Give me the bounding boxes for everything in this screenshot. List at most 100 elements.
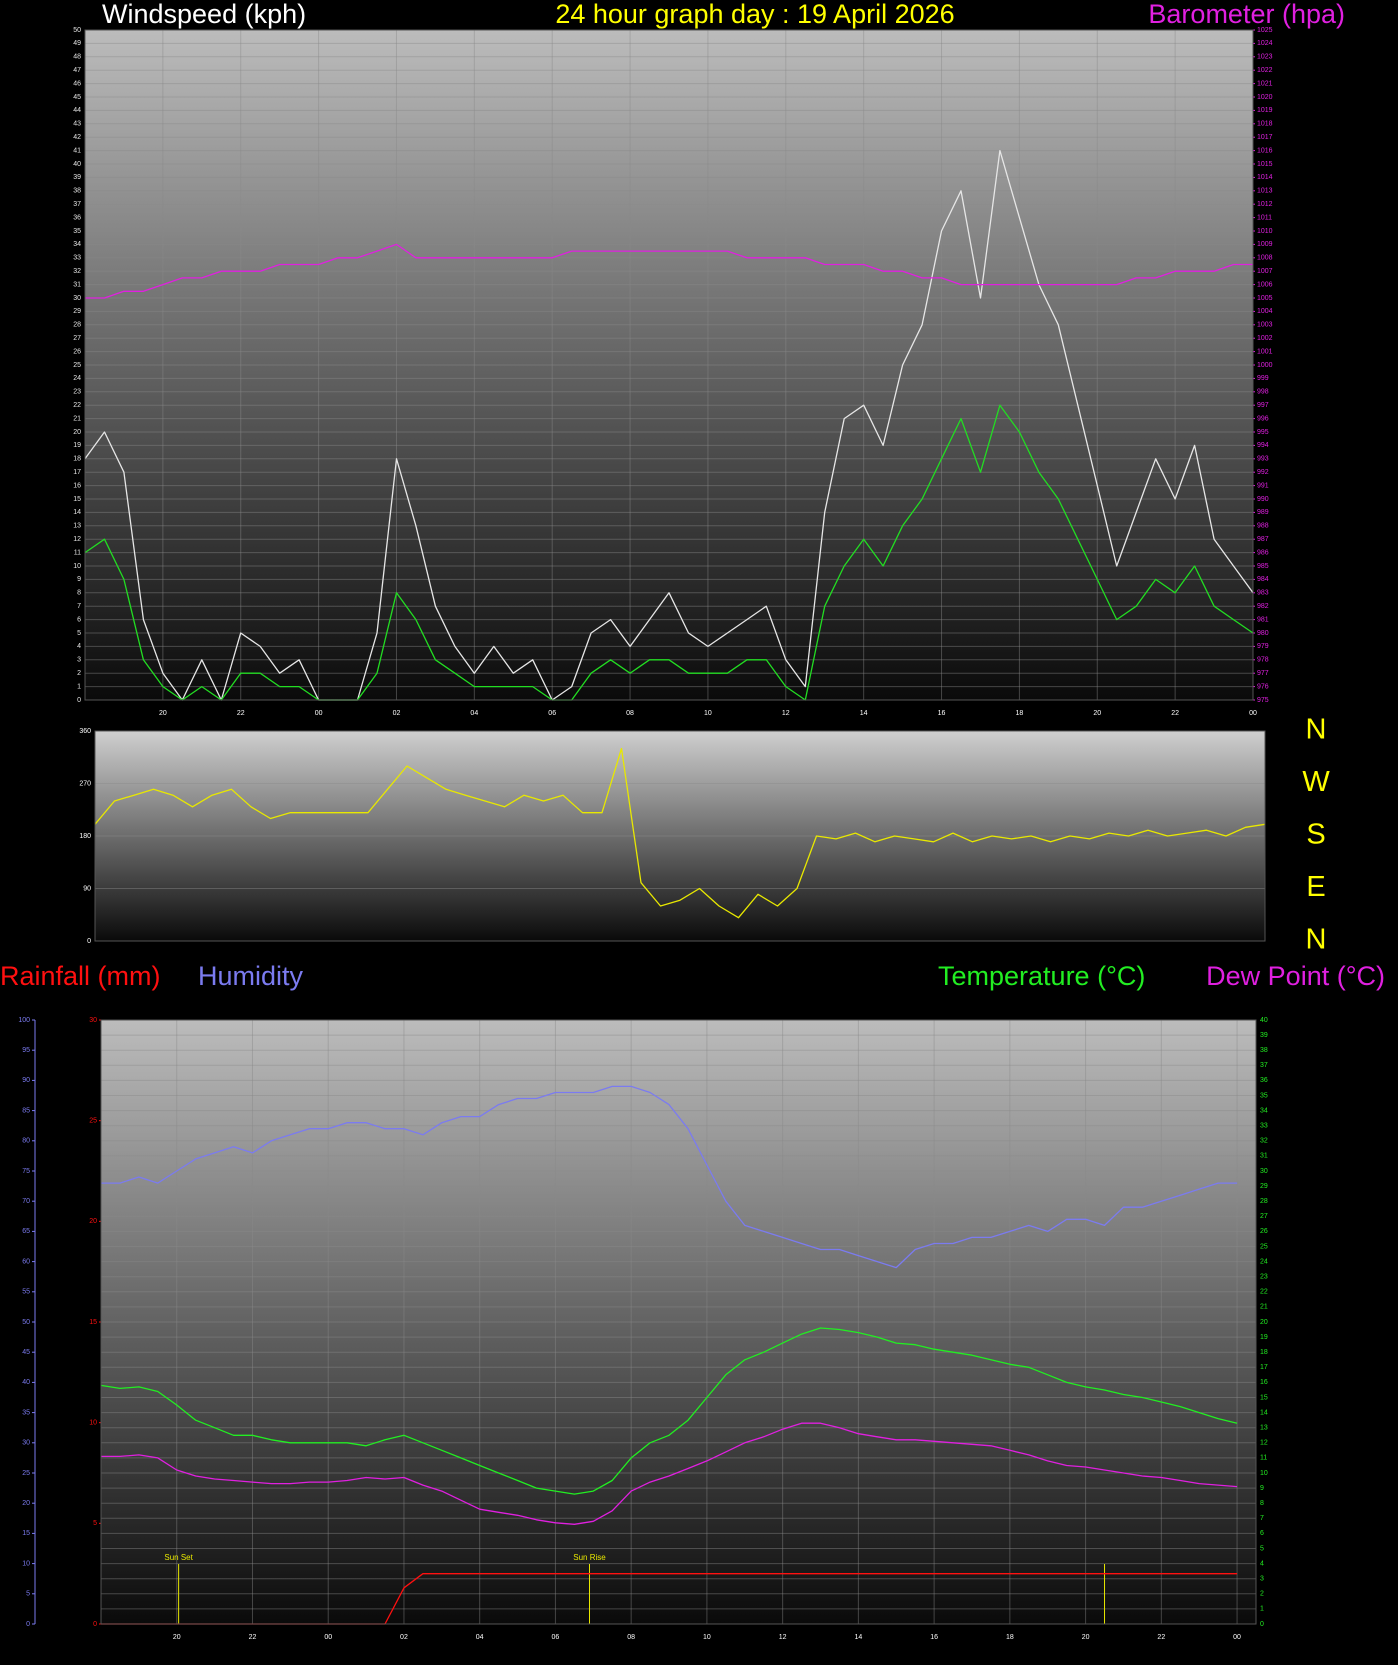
- y2-tick-label: 0: [1260, 1621, 1264, 1628]
- y-tick-label: 24: [73, 375, 81, 382]
- y2-tick-label: 1011: [1257, 214, 1272, 221]
- y2-tick-label: 981: [1257, 616, 1269, 623]
- x-tick-label: 20: [1082, 1634, 1090, 1641]
- y-tick-label: 40: [22, 1379, 30, 1386]
- y2-tick-label: 8: [1260, 1500, 1264, 1507]
- y-tick-label: 18: [73, 456, 81, 463]
- y3-tick-label: 20: [89, 1218, 97, 1225]
- y2-tick-label: 3: [1260, 1576, 1264, 1583]
- y2-tick-label: 1005: [1257, 295, 1273, 302]
- y-tick-label: 20: [73, 429, 81, 436]
- y2-tick-label: 988: [1257, 523, 1269, 530]
- x-tick-label: 02: [400, 1634, 408, 1641]
- y-tick-label: 9: [77, 576, 81, 583]
- y2-tick-label: 987: [1257, 536, 1269, 543]
- x-tick-label: 04: [470, 710, 478, 717]
- x-tick-label: 12: [782, 710, 790, 717]
- y2-tick-label: 28: [1260, 1198, 1268, 1205]
- y2-tick-label: 1022: [1257, 67, 1273, 74]
- y2-tick-label: 1018: [1257, 121, 1273, 128]
- y-tick-label: 6: [77, 616, 81, 623]
- x-tick-label: 08: [626, 710, 634, 717]
- y-tick-label: 29: [73, 308, 81, 315]
- x-tick-label: 20: [1093, 710, 1101, 717]
- y-tick-label: 27: [73, 335, 81, 342]
- y2-tick-label: 13: [1260, 1425, 1268, 1432]
- direction-label: W: [1302, 766, 1330, 798]
- y-tick-label: 75: [22, 1168, 30, 1175]
- series-label: Temperature (°C): [938, 961, 1145, 991]
- y-tick-label: 55: [22, 1289, 30, 1296]
- y-tick-label: 15: [73, 496, 81, 503]
- y2-tick-label: 32: [1260, 1138, 1268, 1145]
- direction-label: N: [1306, 714, 1327, 746]
- y3-tick-label: 0: [93, 1621, 97, 1628]
- y-tick-label: 17: [73, 469, 81, 476]
- y2-tick-label: 11: [1260, 1455, 1267, 1462]
- y2-tick-label: 978: [1257, 657, 1269, 664]
- y-tick-label: 45: [73, 94, 81, 101]
- y2-tick-label: 37: [1260, 1062, 1268, 1069]
- y-tick-label: 15: [22, 1530, 30, 1537]
- y-tick-label: 25: [73, 362, 81, 369]
- y-tick-label: 360: [79, 728, 91, 735]
- plot-border: [100, 1019, 1257, 1625]
- x-tick-label: 02: [393, 710, 401, 717]
- y2-tick-label: 1004: [1257, 308, 1273, 315]
- direction-label: N: [1306, 924, 1327, 956]
- annotation: Sun Rise: [573, 1553, 606, 1562]
- x-tick-label: 06: [548, 710, 556, 717]
- y2-tick-label: 982: [1257, 603, 1269, 610]
- x-tick-label: 12: [779, 1634, 787, 1641]
- y-tick-label: 4: [77, 643, 81, 650]
- y2-tick-label: 2: [1260, 1591, 1264, 1598]
- x-tick-label: 04: [476, 1634, 484, 1641]
- y2-tick-label: 989: [1257, 509, 1269, 516]
- y-tick-label: 36: [73, 214, 81, 221]
- y2-tick-label: 31: [1260, 1153, 1268, 1160]
- y-tick-label: 10: [22, 1560, 30, 1567]
- y2-tick-label: 977: [1257, 670, 1269, 677]
- y2-tick-label: 999: [1257, 375, 1269, 382]
- series-line: [101, 1422, 1238, 1525]
- y2-tick-label: 33: [1260, 1123, 1268, 1130]
- direction-label: E: [1306, 871, 1325, 903]
- y2-tick-label: 15: [1260, 1394, 1268, 1401]
- y2-tick-label: 1019: [1257, 107, 1273, 114]
- y-tick-label: 45: [22, 1349, 30, 1356]
- series-label: Dew Point (°C): [1206, 961, 1385, 991]
- x-tick-label: 08: [627, 1634, 635, 1641]
- annotation: Sun Set: [164, 1553, 193, 1562]
- y2-tick-label: 12: [1260, 1440, 1268, 1447]
- plot-border: [84, 29, 1254, 701]
- x-tick-label: 14: [860, 710, 868, 717]
- y2-tick-label: 10: [1260, 1470, 1268, 1477]
- x-tick-label: 00: [1233, 1634, 1241, 1641]
- y-tick-label: 10: [73, 563, 81, 570]
- y2-tick-label: 992: [1257, 469, 1269, 476]
- y2-tick-label: 1024: [1257, 40, 1273, 47]
- y-tick-label: 39: [73, 174, 81, 181]
- y-tick-label: 0: [26, 1621, 30, 1628]
- y3-tick-label: 5: [93, 1520, 97, 1527]
- y2-tick-label: 997: [1257, 402, 1269, 409]
- y2-tick-label: 6: [1260, 1530, 1264, 1537]
- y-tick-label: 100: [18, 1017, 30, 1024]
- y2-tick-label: 34: [1260, 1107, 1268, 1114]
- y2-tick-label: 35: [1260, 1092, 1268, 1099]
- y2-tick-label: 17: [1260, 1364, 1268, 1371]
- x-tick-label: 18: [1006, 1634, 1014, 1641]
- y3-tick-label: 10: [89, 1420, 97, 1427]
- y-tick-label: 1: [77, 683, 81, 690]
- y2-tick-label: 20: [1260, 1319, 1268, 1326]
- x-tick-label: 22: [249, 1634, 257, 1641]
- y-tick-label: 70: [22, 1198, 30, 1205]
- x-tick-label: 20: [159, 710, 167, 717]
- plot-border: [94, 730, 1266, 942]
- y-tick-label: 8: [77, 590, 81, 597]
- y-tick-label: 11: [74, 549, 81, 556]
- y2-tick-label: 1007: [1257, 268, 1273, 275]
- y2-tick-label: 21: [1260, 1304, 1268, 1311]
- y2-tick-label: 995: [1257, 429, 1269, 436]
